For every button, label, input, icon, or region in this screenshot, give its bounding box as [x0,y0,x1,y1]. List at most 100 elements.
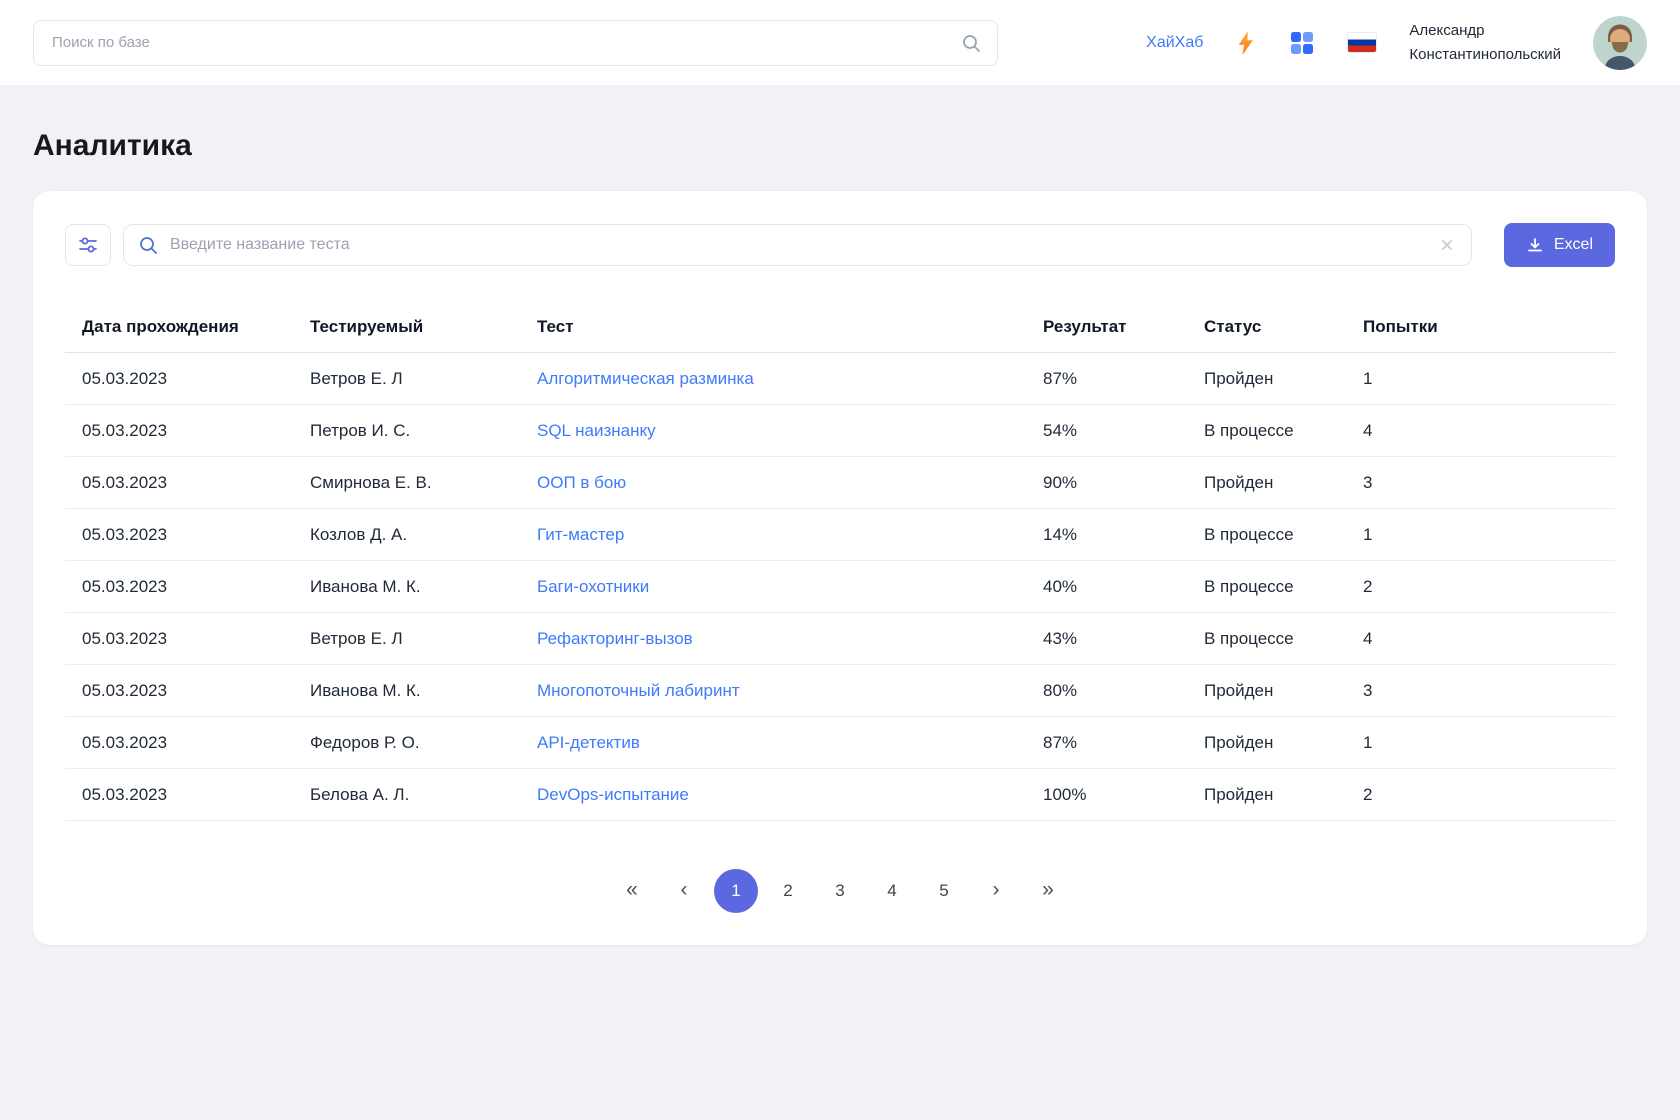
table-body: 05.03.2023 Ветров Е. Л Алгоритмическая р… [65,353,1615,821]
cell-date: 05.03.2023 [82,368,168,388]
page-button[interactable]: 3 [818,869,862,913]
cell-attempts: 1 [1363,368,1373,388]
test-link[interactable]: ООП в бою [537,472,627,492]
table-row: 05.03.2023 Ветров Е. Л Рефакторинг-вызов… [65,613,1615,665]
search-icon[interactable] [961,33,981,53]
test-link[interactable]: Алгоритмическая разминка [537,368,754,388]
cell-person: Козлов Д. А. [310,524,408,544]
cell-attempts: 1 [1363,732,1373,752]
test-link[interactable]: Баги-охотники [537,576,650,596]
column-header: Тест [537,316,574,336]
column-header: Статус [1204,316,1262,336]
cell-result: 87% [1043,732,1078,752]
cell-result: 54% [1043,420,1078,440]
table-row: 05.03.2023 Федоров Р. О. API-детектив 87… [65,717,1615,769]
first-page-button[interactable]: « [610,869,654,913]
flag-ru-icon[interactable] [1347,32,1378,53]
search-icon [138,235,158,255]
cell-attempts: 4 [1363,420,1373,440]
cell-result: 100% [1043,784,1087,804]
last-page-button[interactable]: » [1026,869,1070,913]
brand-link[interactable]: ХайХаб [1146,33,1204,51]
cell-person: Ветров Е. Л [310,368,403,388]
user-last-name: Константинопольский [1409,45,1561,63]
test-search[interactable] [123,224,1472,266]
cell-attempts: 1 [1363,524,1373,544]
download-icon [1526,236,1544,254]
results-table: Дата прохождения Тестируемый Тест Результат… [65,301,1615,821]
cell-attempts: 2 [1363,576,1373,596]
excel-export-button[interactable]: Excel [1503,223,1615,267]
table-row: 05.03.2023 Иванова М. К. Баги-охотники 4… [65,561,1615,613]
cell-status: Пройден [1204,472,1274,492]
table-row: 05.03.2023 Белова А. Л. DevOps-испытание… [65,769,1615,821]
cell-result: 40% [1043,576,1078,596]
test-link[interactable]: SQL наизнанку [537,420,656,440]
avatar[interactable] [1593,15,1647,70]
cell-attempts: 3 [1363,680,1373,700]
cell-person: Иванова М. К. [310,680,421,700]
page-button[interactable]: 2 [766,869,810,913]
column-header: Тестируемый [310,316,424,336]
table-row: 05.03.2023 Козлов Д. А. Гит-мастер 14% В… [65,509,1615,561]
page-button[interactable]: 5 [922,869,966,913]
close-icon [1439,237,1455,253]
cell-date: 05.03.2023 [82,680,168,700]
cell-person: Иванова М. К. [310,576,421,596]
test-link[interactable]: DevOps-испытание [537,784,689,804]
next-page-button[interactable]: › [974,869,1018,913]
sliders-icon [77,234,99,256]
page-button[interactable]: 4 [870,869,914,913]
clear-search-button[interactable] [1437,235,1457,255]
cell-date: 05.03.2023 [82,784,168,804]
test-search-input[interactable] [168,235,1427,255]
test-link[interactable]: Гит-мастер [537,524,625,544]
cell-status: В процессе [1204,628,1294,648]
cell-date: 05.03.2023 [82,732,168,752]
cell-status: В процессе [1204,524,1294,544]
cell-result: 14% [1043,524,1078,544]
cell-status: Пройден [1204,732,1274,752]
cell-attempts: 3 [1363,472,1373,492]
cell-result: 43% [1043,628,1078,648]
cell-person: Петров И. С. [310,420,411,440]
column-header: Попытки [1363,316,1438,336]
global-search-input[interactable] [50,33,961,52]
filter-button[interactable] [65,224,111,266]
main-content: Аналитика [0,129,1680,985]
table-row: 05.03.2023 Смирнова Е. В. ООП в бою 90% … [65,457,1615,509]
table-header: Дата прохождения Тестируемый Тест Результат… [65,301,1615,353]
cell-status: Пройден [1204,368,1274,388]
page-button[interactable]: 1 [714,869,758,913]
cell-result: 80% [1043,680,1078,700]
page-title: Аналитика [33,129,192,162]
cell-attempts: 4 [1363,628,1373,648]
cell-date: 05.03.2023 [82,524,168,544]
cell-status: В процессе [1204,420,1294,440]
column-header: Результат [1043,316,1127,336]
cell-person: Белова А. Л. [310,784,410,804]
cell-attempts: 2 [1363,784,1373,804]
prev-page-button[interactable]: ‹ [662,869,706,913]
cell-person: Федоров Р. О. [310,732,420,752]
user-name[interactable]: Александр Константинопольский [1409,19,1561,67]
cell-date: 05.03.2023 [82,576,168,596]
lightning-icon[interactable] [1235,30,1257,56]
table-toolbar: Excel [65,223,1615,267]
cell-person: Смирнова Е. В. [310,472,432,492]
cell-date: 05.03.2023 [82,420,168,440]
excel-button-label: Excel [1553,236,1593,253]
cell-result: 87% [1043,368,1078,388]
cell-date: 05.03.2023 [82,628,168,648]
global-search[interactable] [33,19,998,66]
topbar: ХайХаб Александр Константинопольский [0,0,1680,85]
test-link[interactable]: Рефакторинг-вызов [537,628,693,648]
apps-grid-icon[interactable] [1289,30,1315,56]
cell-result: 90% [1043,472,1078,492]
test-link[interactable]: API-детектив [537,732,640,752]
analytics-card: Excel Дата прохождения Тестируемый Тест Рез… [33,191,1647,945]
table-row: 05.03.2023 Ветров Е. Л Алгоритмическая р… [65,353,1615,405]
test-link[interactable]: Многопоточный лабиринт [537,680,740,700]
table-row: 05.03.2023 Петров И. С. SQL наизнанку 54… [65,405,1615,457]
